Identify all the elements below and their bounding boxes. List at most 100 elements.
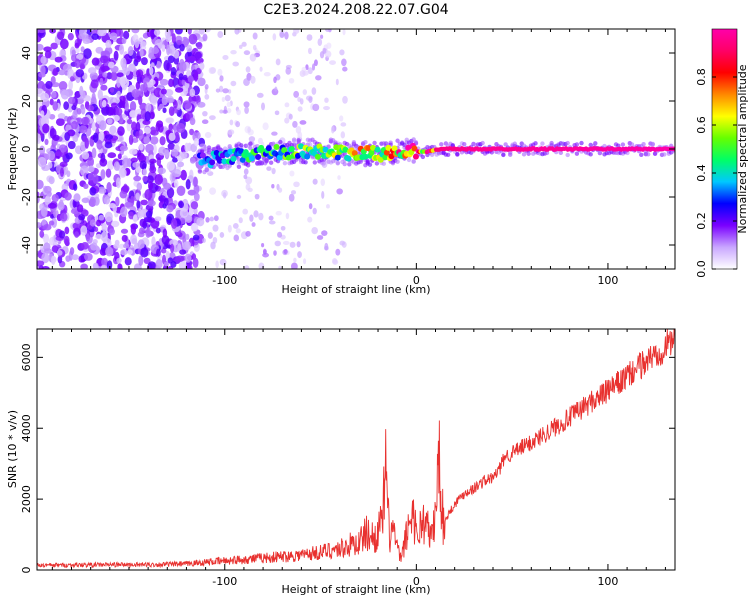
spectrogram-noise-cell <box>243 168 249 175</box>
spectrogram-noise-cell <box>137 208 144 219</box>
spectrogram-noise-cell <box>51 194 59 203</box>
spectrogram-noise-cell <box>244 265 250 269</box>
spectrogram-signal-halo <box>411 159 416 164</box>
spectrogram-noise-cell <box>167 142 176 150</box>
spectrogram-noise-cell <box>91 57 100 66</box>
spectrogram-noise-cell <box>290 262 298 269</box>
spectrogram-noise-cell <box>158 146 167 156</box>
spectrogram-signal-cell <box>412 153 419 160</box>
spectrogram-noise-cell <box>42 224 52 231</box>
spectrogram-signal-halo <box>462 141 467 147</box>
spectrogram-noise-cell <box>196 217 205 227</box>
spectrogram-noise-cell <box>181 198 189 210</box>
spectrogram-noise-cell <box>65 255 71 262</box>
spectrogram-noise-cell <box>172 157 178 163</box>
spectrogram-signal-halo <box>413 140 419 145</box>
spectrogram-signal-halo <box>620 142 626 147</box>
spectrogram-noise-cell <box>110 102 118 108</box>
spectrogram-noise-cell <box>144 188 153 200</box>
spectrogram-noise-cell <box>290 190 297 195</box>
spectrogram-noise-cell <box>37 156 47 168</box>
spectrogram-noise-cell <box>251 222 256 227</box>
spectrogram-signal-halo <box>331 159 336 164</box>
spectrogram-noise-cell <box>170 148 179 157</box>
spectrogram-signal-halo <box>395 159 400 164</box>
spectrogram-noise-cell <box>299 120 307 125</box>
spectrogram-signal-cell <box>351 150 358 157</box>
spectrogram-signal-halo <box>372 140 377 146</box>
spectrogram-signal-halo <box>625 150 630 156</box>
spectrogram-axes: -100 0 100 -40 -20 0 20 40 <box>20 29 675 287</box>
spectrogram-noise-cell <box>161 95 168 106</box>
spectrogram-noise-cell <box>245 66 251 73</box>
colorbar-ticks: 0.0 0.2 0.4 0.6 0.8 <box>695 68 737 278</box>
spectrogram-noise-cell <box>81 116 90 126</box>
spectrogram-signal-cell <box>221 158 228 165</box>
spectrogram-signal-halo <box>296 139 301 145</box>
chart-title: C2E3.2024.208.22.07.G04 <box>263 2 449 18</box>
spectrogram-x-tick-label: 100 <box>597 274 618 287</box>
spectrogram-noise-cell <box>146 175 154 184</box>
spectrogram-noise-cell <box>204 84 209 90</box>
spectrogram-noise-cell <box>266 166 272 171</box>
spectrogram-signal-halo <box>503 142 508 147</box>
spectrogram-noise-cell <box>136 200 141 209</box>
spectrogram-noise-cell <box>226 101 232 108</box>
spectrogram-signal-halo <box>342 161 347 167</box>
spectrogram-noise-cell <box>67 140 76 150</box>
spectrogram-noise-cell <box>313 59 318 67</box>
spectrogram-noise-cell <box>131 29 140 34</box>
spectrogram-noise-cell <box>118 263 123 269</box>
spectrogram-noise-cell <box>124 101 130 112</box>
spectrogram-noise-cell <box>342 95 348 104</box>
spectrogram-noise-cell <box>68 79 73 91</box>
spectrogram-noise-cell <box>51 92 57 99</box>
spectrogram-noise-cell <box>145 143 154 154</box>
spectrogram-noise-cell <box>192 257 199 269</box>
spectrogram-noise-cell <box>128 211 134 220</box>
spectrogram-noise-cell <box>114 211 119 218</box>
spectrogram-noise-cell <box>187 29 192 35</box>
spectrogram-noise-cell <box>312 103 320 112</box>
spectrogram-noise-cell <box>278 265 282 269</box>
spectrogram-signal-halo <box>574 151 580 156</box>
spectrogram-signal-halo <box>443 141 449 146</box>
spectrogram-signal-halo <box>597 150 603 155</box>
spectrogram-noise-cell <box>113 114 120 122</box>
spectrogram-noise-cell <box>122 157 130 168</box>
spectrogram-signal-halo <box>227 144 232 149</box>
spectrogram-noise-cell <box>341 58 347 67</box>
spectrogram-noise-cell <box>47 161 53 169</box>
snr-frame <box>36 328 676 571</box>
spectrogram-noise-cell <box>120 228 129 234</box>
spectrogram-noise-cell <box>193 207 198 215</box>
spectrogram-noise-cell <box>261 102 265 111</box>
spectrogram-signal-cell <box>294 152 301 159</box>
snr-series-line <box>37 329 675 569</box>
spectrogram-noise-cell <box>238 217 243 224</box>
spectrogram-noise-cell <box>72 222 82 230</box>
spectrogram-noise-cell <box>155 227 161 234</box>
spectrogram-signal-cell <box>334 154 341 161</box>
spectrogram-noise-cell <box>97 29 104 37</box>
spectrogram-noise-cell <box>140 41 147 47</box>
spectrogram-noise-cell <box>307 47 312 55</box>
spectrogram-noise-cell <box>159 103 165 110</box>
spectrogram-noise-cell <box>144 111 151 122</box>
spectrogram-signal-halo <box>445 152 451 157</box>
spectrogram-noise-cell <box>187 55 197 62</box>
spectrogram-signal-cell <box>385 144 392 151</box>
spectrogram-noise-cell <box>48 176 55 185</box>
spectrogram-noise-cell <box>37 29 46 34</box>
spectrogram-noise-cell <box>81 242 89 250</box>
spectrogram-noise-cell <box>87 156 94 168</box>
spectrogram-noise-cell <box>48 220 55 226</box>
spectrogram-noise-cell <box>208 67 215 75</box>
spectrogram-noise-cell <box>149 66 154 76</box>
spectrogram-signal-halo <box>291 138 297 144</box>
spectrogram-noise-cell <box>175 29 183 35</box>
spectrogram-noise-cell <box>197 101 206 108</box>
spectrogram-noise-cell <box>139 102 148 111</box>
spectrogram-noise-cell <box>212 224 219 232</box>
spectrogram-noise-cell <box>98 188 107 194</box>
